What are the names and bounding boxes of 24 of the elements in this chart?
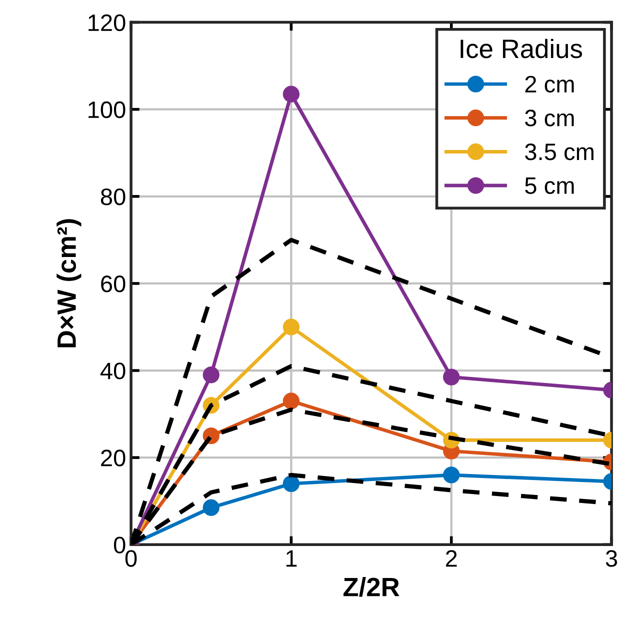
point <box>282 86 300 102</box>
y-tick-label: 0 <box>114 536 126 554</box>
point <box>282 392 300 410</box>
y-tick-label: 80 <box>100 188 126 206</box>
x-tick-label: 1 <box>286 550 297 567</box>
legend-label: 3 cm <box>525 110 574 126</box>
x-tick-label: 0 <box>125 550 137 567</box>
y-tick-label: 20 <box>101 450 126 466</box>
y-axis-title: D×W (cm²) <box>56 219 82 348</box>
legend-label: 2 cm <box>525 76 574 93</box>
point <box>282 318 300 336</box>
legend-label: 3.5 cm <box>525 143 594 160</box>
point <box>202 499 220 516</box>
y-tick-label: 40 <box>100 362 126 380</box>
legend-label: 5 cm <box>525 178 574 194</box>
y-tick-label: 100 <box>88 101 126 118</box>
point <box>202 366 220 384</box>
legend-title: Ice Radius <box>460 38 582 58</box>
point <box>282 475 300 492</box>
x-tick-label: 2 <box>446 550 457 567</box>
y-tick-label: 120 <box>88 14 126 32</box>
x-tick-label: 3 <box>606 550 618 567</box>
x-axis-title: Z/2R <box>343 577 400 597</box>
y-tick-label: 60 <box>101 276 126 292</box>
